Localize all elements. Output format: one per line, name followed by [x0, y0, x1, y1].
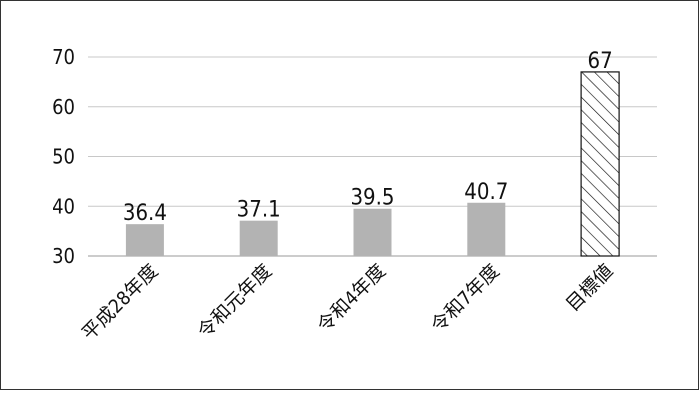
- bar: [467, 202, 506, 256]
- y-axis-ticks: 30 40 50 60 70: [52, 45, 75, 268]
- bars: [125, 71, 620, 257]
- bar: [353, 208, 392, 256]
- y-tick-label: 60: [52, 95, 75, 119]
- data-label: 36.4: [123, 201, 167, 226]
- y-tick-label: 70: [52, 45, 75, 69]
- bar: [239, 220, 278, 256]
- data-label: 67: [588, 49, 613, 74]
- data-labels: 36.4 37.1 39.5 40.7 67: [123, 49, 613, 226]
- y-tick-label: 50: [52, 145, 75, 169]
- bar: [125, 224, 164, 256]
- y-tick-label: 40: [52, 194, 75, 218]
- data-label: 39.5: [350, 186, 394, 211]
- data-label: 40.7: [464, 180, 508, 205]
- target-bar: [580, 71, 620, 257]
- gridlines: [88, 56, 657, 257]
- y-tick-label: 30: [52, 244, 75, 268]
- data-label: 37.1: [237, 198, 281, 223]
